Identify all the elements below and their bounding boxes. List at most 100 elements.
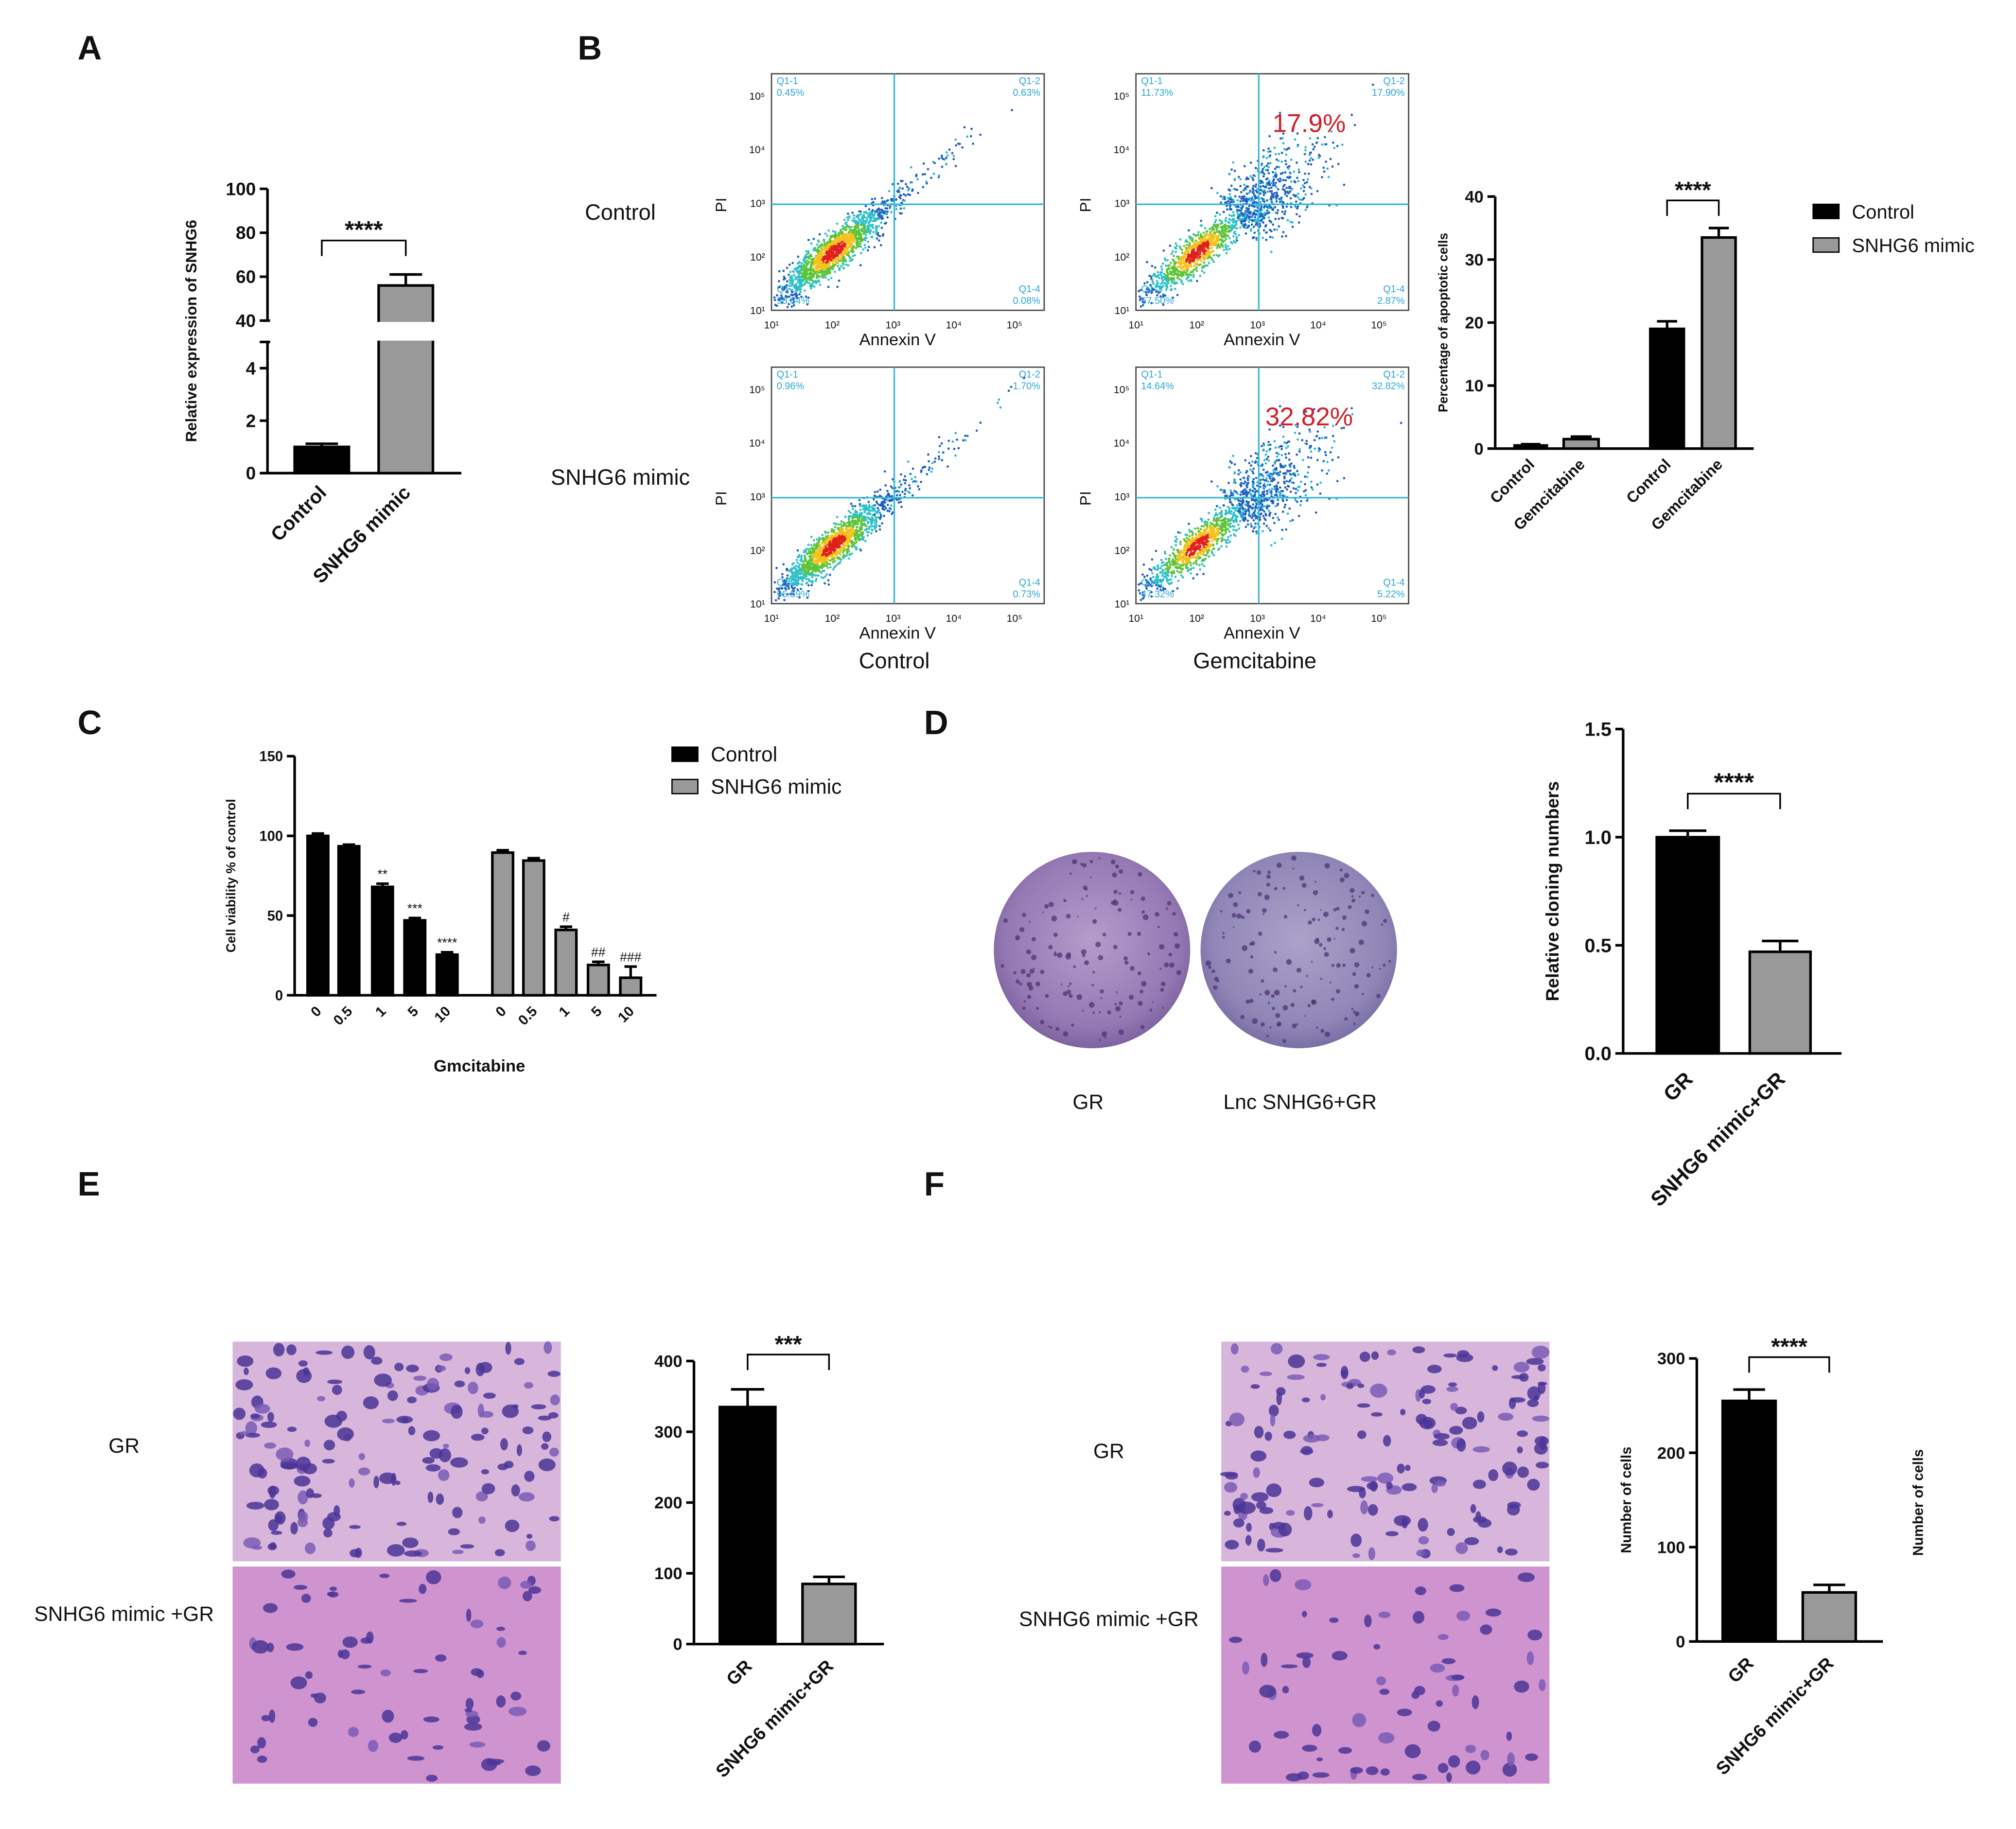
event-dot (828, 563, 831, 565)
event-dot (872, 201, 875, 204)
event-dot (886, 210, 889, 213)
legend-swatch (1812, 203, 1840, 219)
event-dot (1182, 269, 1185, 272)
event-dot (1175, 267, 1178, 270)
event-dot (1166, 271, 1169, 274)
quadrant-value: 0.96% (777, 381, 805, 391)
event-dot (869, 218, 872, 221)
event-dot (914, 476, 917, 478)
event-dot (824, 575, 827, 578)
event-dot (808, 573, 811, 576)
significance-label: *** (775, 1332, 802, 1357)
event-dot (875, 232, 877, 235)
event-dot (855, 541, 858, 544)
event-dot (1172, 250, 1175, 253)
event-dot (1270, 475, 1273, 478)
event-dot (823, 557, 826, 559)
event-dot (1204, 242, 1207, 244)
x-tick-label: 10⁴ (1310, 319, 1326, 331)
event-dot (1199, 238, 1202, 240)
event-dot (805, 578, 808, 580)
event-dot (1233, 170, 1236, 173)
event-dot (1239, 226, 1242, 229)
event-dot (789, 284, 792, 287)
event-dot (797, 271, 799, 274)
quadrant-value: 1.70% (1013, 381, 1040, 391)
event-dot (876, 237, 878, 240)
event-dot (1310, 151, 1313, 154)
event-dot (907, 187, 910, 190)
event-dot (1262, 221, 1265, 224)
significance-label: ## (591, 945, 606, 960)
event-dot (1295, 161, 1298, 164)
quadrant-name: Q1-4 (1019, 577, 1040, 588)
legend-label: Control (711, 743, 777, 766)
event-dot (843, 238, 846, 241)
event-dot (1215, 224, 1218, 226)
event-dot (831, 530, 834, 533)
event-dot (924, 466, 927, 469)
event-dot (1283, 183, 1286, 186)
event-dot (930, 176, 932, 179)
event-dot (816, 259, 819, 262)
event-dot (806, 547, 809, 550)
event-dot (846, 239, 849, 242)
event-dot (848, 523, 851, 526)
event-dot (824, 582, 826, 585)
event-dot (869, 232, 871, 235)
event-dot (849, 515, 852, 517)
event-dot (1275, 175, 1278, 178)
event-dot (1274, 211, 1277, 214)
event-dot (860, 535, 863, 538)
event-dot (1284, 193, 1287, 195)
event-dot (823, 238, 825, 241)
event-dot (1218, 254, 1221, 257)
event-dot (1240, 197, 1243, 200)
event-dot (1220, 201, 1222, 204)
event-dot (1187, 251, 1190, 254)
event-dot (1228, 205, 1231, 208)
event-dot (1214, 242, 1217, 245)
event-dot (1179, 247, 1182, 250)
event-dot (835, 241, 838, 244)
event-dot (852, 541, 855, 544)
event-dot (1227, 229, 1230, 232)
event-dot (883, 200, 886, 203)
event-dot (815, 546, 818, 549)
event-dot (848, 545, 851, 547)
event-dot (794, 268, 797, 270)
event-dot (797, 565, 800, 568)
event-dot (904, 479, 907, 482)
event-dot (1231, 226, 1234, 229)
event-dot (802, 560, 805, 563)
event-dot (1196, 251, 1199, 254)
event-dot (1245, 198, 1247, 201)
event-dot (864, 219, 867, 222)
event-dot (849, 236, 852, 238)
event-dot (830, 536, 833, 539)
event-dot (1164, 558, 1167, 561)
quadrant-name: Q1-4 (1383, 284, 1404, 295)
event-dot (1263, 165, 1266, 168)
event-dot (1297, 193, 1299, 195)
event-dot (1294, 138, 1297, 141)
event-dot (866, 249, 869, 252)
event-dot (1192, 275, 1195, 278)
event-dot (915, 174, 918, 176)
event-dot (877, 239, 880, 242)
quadrant-value: 0.73% (1013, 589, 1040, 599)
event-dot (854, 547, 857, 550)
event-dot (1268, 179, 1271, 182)
event-dot (1200, 224, 1203, 227)
event-dot (802, 280, 805, 282)
event-dot (1242, 198, 1245, 201)
event-dot (1224, 244, 1227, 246)
event-dot (836, 563, 839, 565)
event-dot (805, 582, 808, 585)
event-dot (1191, 240, 1194, 243)
event-dot (1230, 224, 1233, 227)
event-dot (869, 211, 871, 214)
y-tick-label: 300 (654, 1423, 683, 1442)
event-dot (1175, 250, 1177, 253)
event-dot (1265, 206, 1268, 208)
